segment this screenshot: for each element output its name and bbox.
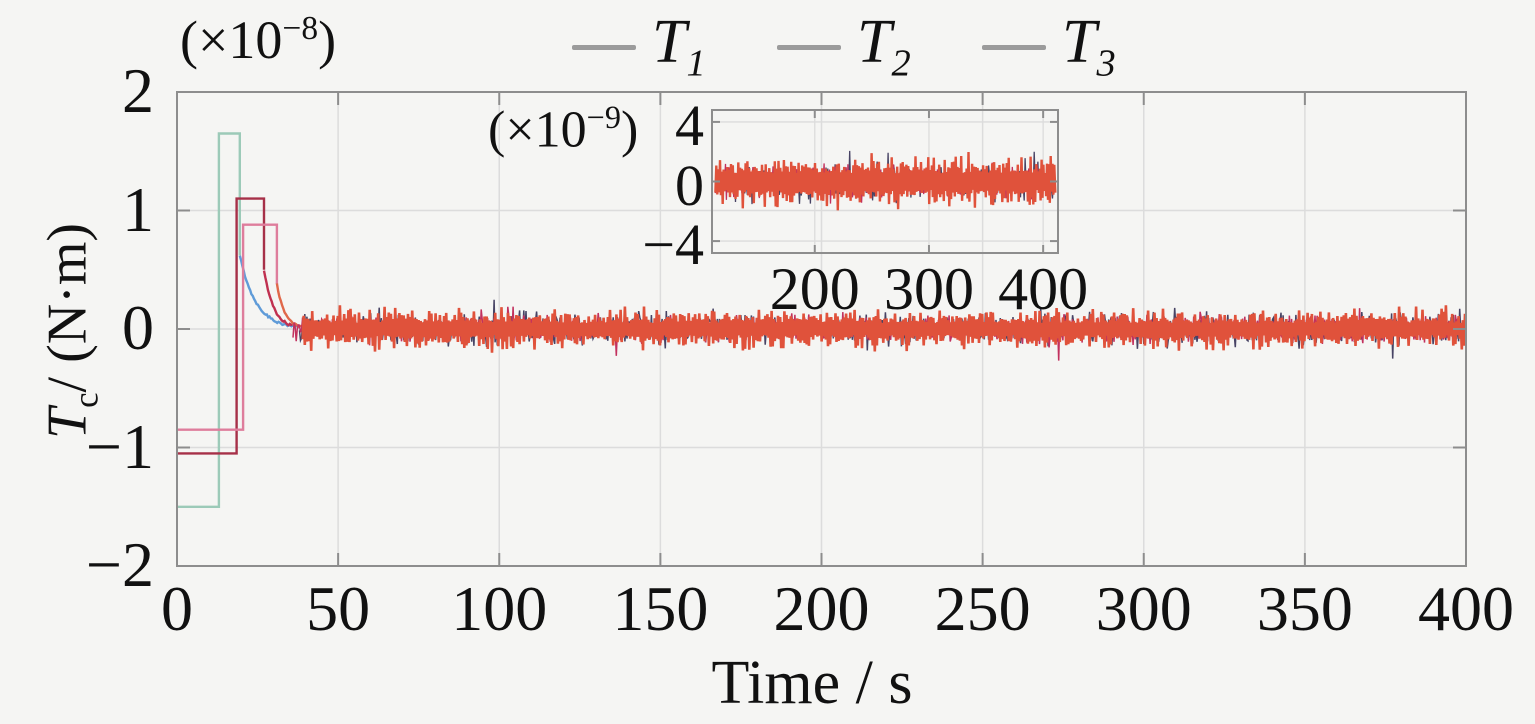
x-tick-label-0: 0	[161, 573, 193, 644]
y-axis-scale-label: (×10−8)	[180, 12, 336, 67]
x-tick-label-200: 200	[773, 573, 870, 644]
scale-label-exponent: −8	[282, 10, 319, 47]
x-axis-title: Time / s	[711, 649, 913, 717]
legend-line-swatch-t1	[572, 44, 636, 50]
legend-line-swatch-t3	[982, 44, 1046, 50]
legend-item-t1: T1	[572, 10, 706, 84]
series-t2-decay-path	[262, 270, 293, 327]
inset-y-tick-label-4: 4	[675, 92, 704, 158]
x-tick-label-300: 300	[1095, 573, 1192, 644]
x-tick-label-150: 150	[612, 573, 709, 644]
y-tick-label-1: 1	[122, 173, 154, 245]
inset-x-tick-label-300: 300	[883, 256, 974, 322]
legend-label-t2: T2	[857, 8, 911, 85]
inset-x-tick-label-400: 400	[998, 256, 1089, 322]
x-tick-label-400: 400	[1418, 573, 1514, 644]
x-tick-label-50: 50	[306, 573, 371, 644]
series-t3-noise-path	[301, 305, 1467, 353]
inset-series-t3-noise-path	[714, 151, 1057, 211]
y-tick-label-2: 2	[122, 55, 154, 126]
legend-line-swatch-t2	[777, 44, 841, 50]
x-tick-label-250: 250	[934, 573, 1031, 644]
y-tick-label-−1: −1	[85, 410, 154, 482]
inset-scale-label: (×10−9)	[488, 101, 638, 156]
y-tick-label-−2: −2	[85, 529, 154, 600]
inset-scale-label-close: )	[620, 101, 639, 159]
inset-scale-label-exponent: −9	[586, 99, 621, 135]
series-t2-transient-path	[177, 197, 266, 455]
legend-label-t3: T3	[1062, 8, 1116, 85]
inset-y-tick-label-−4: −4	[642, 212, 704, 278]
x-tick-label-100: 100	[451, 573, 548, 644]
scale-label-text: (×10	[180, 10, 283, 70]
x-tick-label-350: 350	[1256, 573, 1353, 644]
inset-scale-label-text: (×10	[488, 101, 587, 159]
legend-label-t1: T1	[652, 8, 706, 85]
y-axis-title-subscript: c	[66, 392, 106, 408]
series-t3-transient-path	[177, 223, 279, 431]
inset-y-tick-label-0: 0	[675, 152, 704, 218]
scale-label-close: )	[318, 10, 337, 70]
inset-x-tick-label-200: 200	[769, 256, 860, 322]
legend-item-t2: T2	[777, 10, 911, 84]
y-tick-label-0: 0	[122, 292, 154, 363]
series-t1-transient-path	[177, 132, 241, 508]
legend-item-t3: T3	[982, 10, 1116, 84]
